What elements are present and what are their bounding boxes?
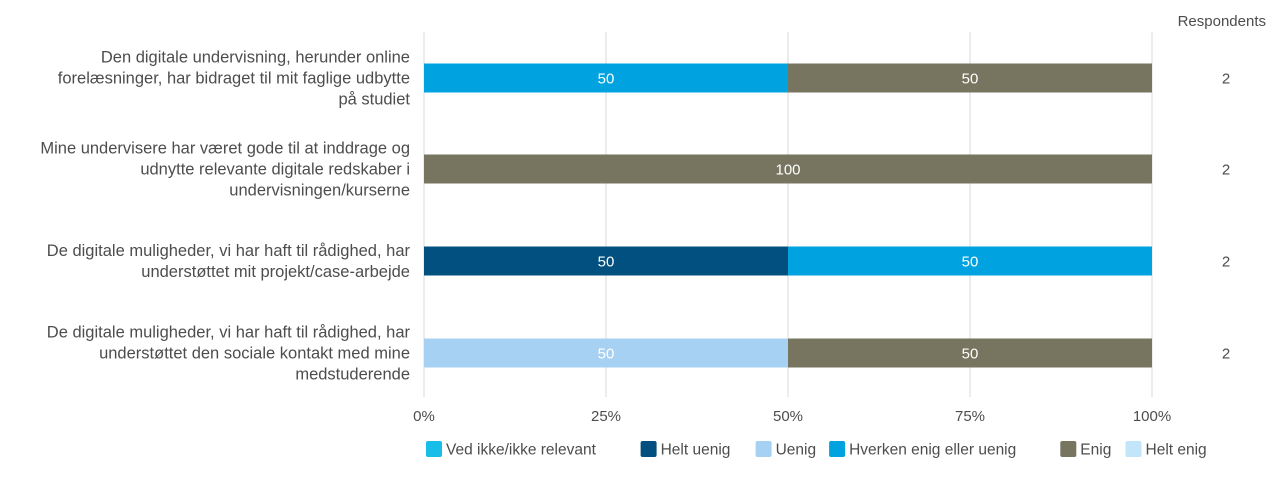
legend-swatch xyxy=(829,441,846,457)
question-label: undervisningen/kurserne xyxy=(229,182,410,200)
bar-value-label: 50 xyxy=(598,71,615,88)
respondent-counts: 2 2 2 2 xyxy=(1222,71,1230,363)
legend-swatch xyxy=(755,441,772,457)
legend-label: Hverken enig eller uenig xyxy=(849,442,1016,459)
legend-label: Helt enig xyxy=(1146,442,1207,459)
bar-value-label: 50 xyxy=(598,254,615,271)
question-label: Den digitale undervisning, herunder onli… xyxy=(101,49,410,67)
bar-value-label: 50 xyxy=(598,346,615,363)
bar-segment xyxy=(424,246,788,276)
legend-label: Ved ikke/ikke relevant xyxy=(446,442,597,459)
legend-swatch xyxy=(1060,441,1077,457)
respondent-count: 2 xyxy=(1222,254,1230,271)
question-label: De digitale muligheder, vi har haft til … xyxy=(47,324,411,342)
bar-value-label: 100 xyxy=(775,162,800,179)
x-tick-label: 0% xyxy=(413,408,435,425)
respondent-count: 2 xyxy=(1222,71,1230,88)
question-label: understøttet den sociale kontakt med min… xyxy=(99,345,410,363)
bar-segment xyxy=(788,338,1152,368)
respondent-count: 2 xyxy=(1222,346,1230,363)
bar-segment xyxy=(424,338,788,368)
question-label: forelæsninger, har bidraget til mit fagl… xyxy=(58,70,410,88)
legend-swatch xyxy=(426,441,442,457)
question-label: medstuderende xyxy=(295,366,410,384)
bar-segment xyxy=(424,63,788,93)
x-tick-label: 100% xyxy=(1133,408,1171,425)
legend-item: Ved ikke/ikke relevant xyxy=(426,441,597,459)
question-label: Mine undervisere har været gode til at i… xyxy=(40,140,410,158)
bars: 50 50 100 50 50 50 50 xyxy=(424,63,1152,368)
legend-item: Helt uenig xyxy=(640,441,731,459)
bar-segment xyxy=(424,154,1152,184)
bar-value-label: 50 xyxy=(962,346,979,363)
legend-item: Uenig xyxy=(755,441,817,459)
legend-swatch xyxy=(1125,441,1142,457)
legend-item: Enig xyxy=(1060,441,1111,459)
legend-label: Uenig xyxy=(776,442,817,459)
respondents-header: Respondents xyxy=(1178,13,1266,30)
legend: Ved ikke/ikke relevant Helt uenig Uenig Hve… xyxy=(426,441,1207,459)
bar-segment xyxy=(788,246,1152,276)
question-label: på studiet xyxy=(338,91,410,109)
bar-segment xyxy=(788,63,1152,93)
legend-label: Helt uenig xyxy=(661,442,731,459)
x-tick-label: 75% xyxy=(955,408,985,425)
gridlines xyxy=(423,32,1153,397)
legend-label: Enig xyxy=(1080,442,1111,459)
legend-item: Hverken enig eller uenig xyxy=(829,441,1016,459)
x-tick-label: 50% xyxy=(773,408,803,425)
legend-swatch xyxy=(640,441,657,457)
question-labels: Den digitale undervisning, herunder onli… xyxy=(40,49,410,384)
legend-item: Helt enig xyxy=(1125,441,1207,459)
x-tick-label: 25% xyxy=(591,408,621,425)
question-label: understøttet mit projekt/case-arbejde xyxy=(141,263,410,281)
respondent-count: 2 xyxy=(1222,162,1230,179)
bar-value-label: 50 xyxy=(962,254,979,271)
question-label: De digitale muligheder, vi har haft til … xyxy=(47,242,411,260)
x-axis-ticks: 0% 25% 50% 75% 100% xyxy=(413,408,1171,425)
bar-value-label: 50 xyxy=(962,71,979,88)
question-label: udnytte relevante digitale redskaber i xyxy=(140,161,410,179)
